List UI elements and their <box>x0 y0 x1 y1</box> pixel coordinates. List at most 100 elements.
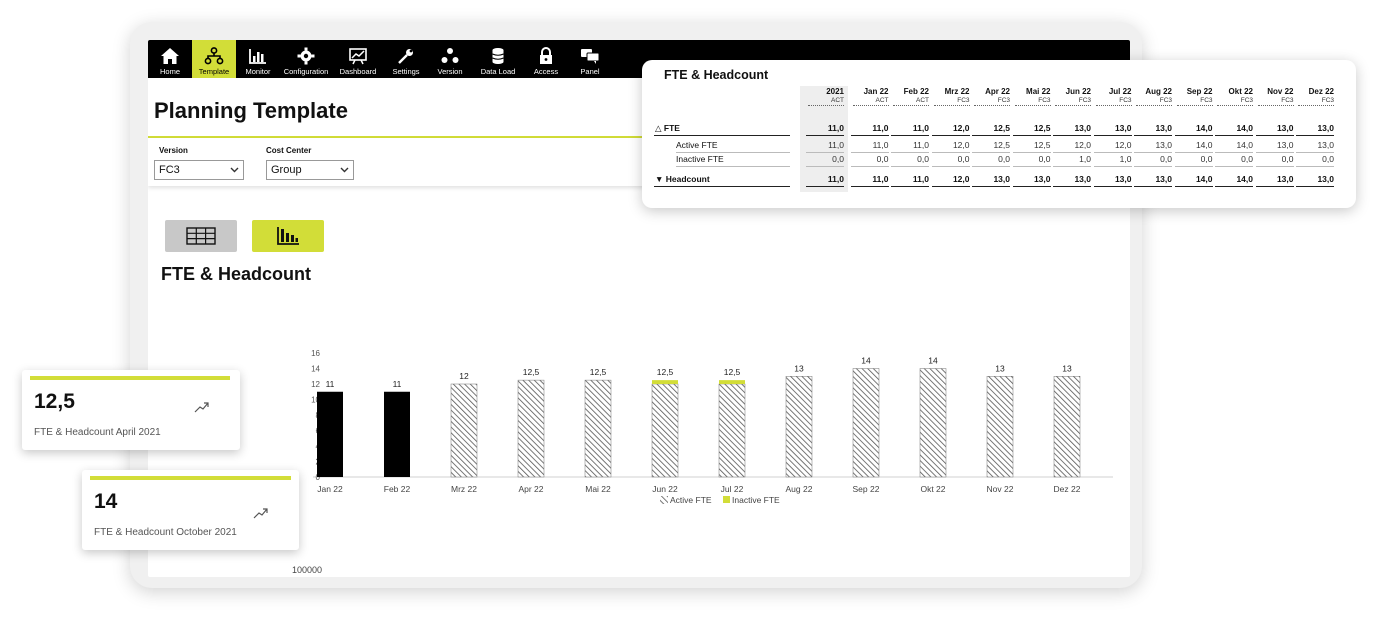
table-cell: 13,0 <box>993 174 1010 184</box>
column-header-scenario: FC3 <box>1119 97 1132 104</box>
data-label: 12,5 <box>724 367 741 377</box>
table-cell: 12,0 <box>952 174 970 184</box>
row-rule <box>1215 135 1253 136</box>
chevron-down-icon <box>340 167 349 173</box>
column-header-underline <box>893 105 929 106</box>
table-cell: 13,0 <box>1276 123 1294 133</box>
row-label: △ FTE <box>655 123 680 133</box>
row-rule <box>1012 135 1051 136</box>
table-cell: 0,0 <box>1200 154 1213 164</box>
toolbar-configuration[interactable]: Configuration <box>280 40 332 78</box>
row-rule <box>1012 186 1051 187</box>
column-header-underline <box>1014 105 1051 106</box>
bar-active-fte <box>718 383 746 478</box>
x-tick-label: Jul 22 <box>721 484 744 494</box>
row-rule <box>1296 186 1334 187</box>
row-rule <box>1215 166 1253 167</box>
data-label: 11 <box>326 379 335 389</box>
kpi-accent-bar <box>90 476 291 480</box>
table-view-button[interactable] <box>165 220 237 252</box>
row-label: Active FTE <box>676 140 718 150</box>
row-rule <box>806 152 844 153</box>
version-label: Version <box>159 146 188 155</box>
column-header-scenario: FC3 <box>1038 97 1051 104</box>
x-tick-label: Nov 22 <box>987 484 1014 494</box>
toolbar-home[interactable]: Home <box>148 40 192 78</box>
toolbar-monitor[interactable]: Monitor <box>236 40 280 78</box>
row-rule <box>1174 152 1213 153</box>
table-cell: 13,0 <box>1155 123 1172 133</box>
cost-center-value: Group <box>271 164 302 176</box>
row-label: ▼ Headcount <box>655 174 710 184</box>
column-header-underline <box>1217 105 1253 106</box>
table-cell: 13,0 <box>1317 123 1334 133</box>
trend-up-icon <box>253 508 268 519</box>
row-rule <box>1053 135 1091 136</box>
kpi-label: FTE & Headcount April 2021 <box>34 427 161 438</box>
column-header: Jan 22 ACT <box>849 87 889 106</box>
template-icon <box>204 47 224 65</box>
bar-active-fte <box>517 379 545 478</box>
data-label: 13 <box>794 363 804 373</box>
column-header-label: Mrz 22 <box>944 87 970 96</box>
bar-active-fte <box>785 376 813 478</box>
toolbar-data-load[interactable]: Data Load <box>472 40 524 78</box>
table-cell: 11,0 <box>912 174 929 184</box>
year-column-shade <box>800 86 848 192</box>
table-cell: 11,0 <box>828 140 844 150</box>
row-rule <box>931 166 970 167</box>
column-header-underline <box>1257 105 1294 106</box>
table-cell: 12,0 <box>952 140 970 150</box>
row-rule <box>1215 152 1253 153</box>
row-rule <box>891 186 929 187</box>
row-rule <box>806 135 844 136</box>
cost-center-select[interactable]: Group <box>266 160 354 180</box>
column-header: 2021 ACT <box>804 87 844 106</box>
legend-swatch-inactive <box>723 496 730 503</box>
column-header-scenario: ACT <box>916 97 929 104</box>
legend-swatch-active <box>660 496 668 504</box>
row-rule <box>1255 186 1294 187</box>
lock-icon <box>540 47 552 64</box>
column-header-underline <box>808 105 844 106</box>
home-icon <box>161 48 179 64</box>
table-cell: 0,0 <box>1038 154 1051 164</box>
toolbar-settings[interactable]: Settings <box>384 40 428 78</box>
row-rule <box>1255 135 1294 136</box>
column-header: Dez 22 FC3 <box>1294 87 1334 106</box>
toolbar-dashboard[interactable]: Dashboard <box>332 40 384 78</box>
table-cell: 13,0 <box>1033 174 1051 184</box>
x-tick-label: Jan 22 <box>317 484 343 494</box>
column-header-scenario: ACT <box>875 97 889 104</box>
row-rule <box>1053 186 1091 187</box>
gear-icon <box>297 47 315 65</box>
toolbar-panel[interactable]: Panel <box>568 40 612 78</box>
column-header-underline <box>974 105 1010 106</box>
toolbar-version[interactable]: Version <box>428 40 472 78</box>
filter-bar: Version FC3 Cost Center Group <box>148 138 648 186</box>
row-rule <box>1174 186 1213 187</box>
row-rule <box>931 135 970 136</box>
y-tick-label: 10 <box>311 396 320 405</box>
toolbar-template[interactable]: Template <box>192 40 236 78</box>
bar-active-fte <box>919 368 947 478</box>
dashboard-icon <box>349 48 367 65</box>
column-header-scenario: FC3 <box>1281 97 1294 104</box>
column-header-scenario: FC3 <box>1321 97 1334 104</box>
table-cell: 11,0 <box>872 140 889 150</box>
row-rule <box>891 152 929 153</box>
column-header-label: Aug 22 <box>1145 87 1172 96</box>
x-tick-label: Mrz 22 <box>451 484 477 494</box>
data-label: 11 <box>393 379 402 389</box>
column-header: Jun 22 FC3 <box>1051 87 1091 106</box>
table-icon <box>186 227 216 245</box>
trend-up-icon <box>194 402 209 413</box>
version-select[interactable]: FC3 <box>154 160 244 180</box>
chart-view-button[interactable] <box>252 220 324 252</box>
toolbar-access[interactable]: Access <box>524 40 568 78</box>
column-header-underline <box>933 105 970 106</box>
y-tick-label: 16 <box>311 349 320 358</box>
column-header-label: Jan 22 <box>863 87 889 96</box>
column-header-scenario: FC3 <box>997 97 1010 104</box>
